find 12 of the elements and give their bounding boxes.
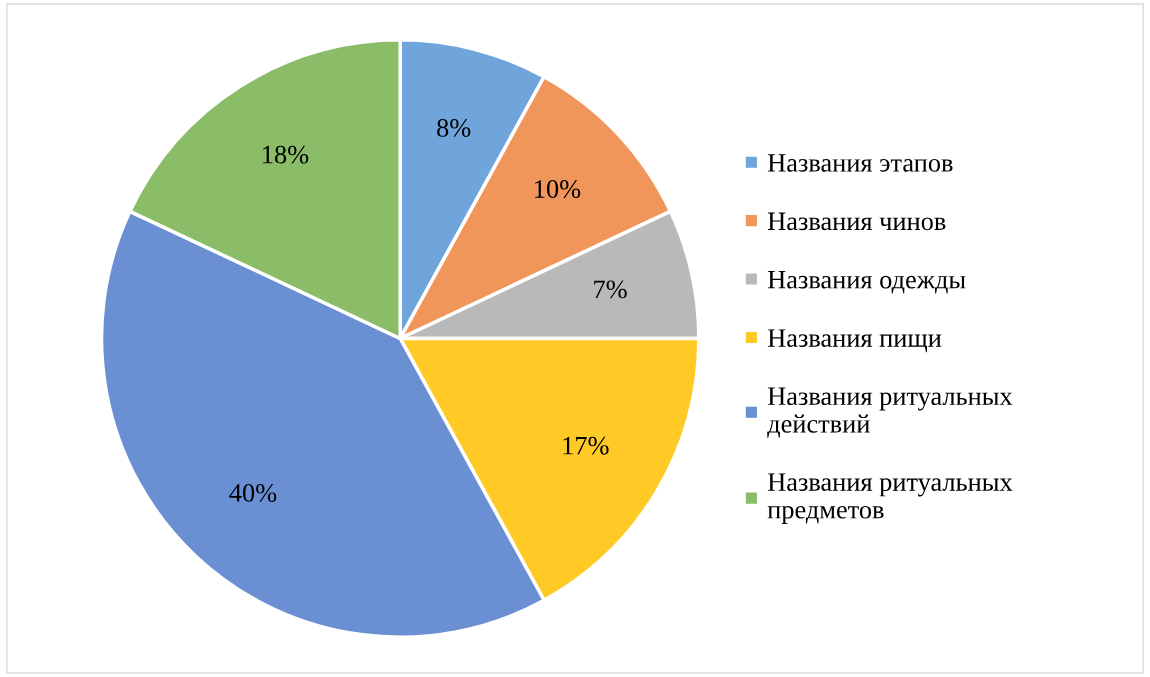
- legend-label: Названия пищи: [767, 329, 942, 353]
- legend-label: Названия чинов: [767, 212, 946, 231]
- data-label: 10%: [535, 180, 581, 198]
- data-label: 17%: [563, 436, 609, 455]
- data-label: 8%: [437, 119, 471, 137]
- legend-label: Названия одежды: [767, 271, 966, 294]
- legend-label: Названия этапов: [767, 154, 953, 172]
- data-label: 7%: [594, 280, 627, 299]
- data-label: 18%: [263, 145, 309, 164]
- legend-label: Названия ритуальных предметов: [767, 473, 1013, 524]
- data-label: 40%: [229, 484, 277, 502]
- legend-label: Названия ритуальных действий: [767, 387, 1013, 438]
